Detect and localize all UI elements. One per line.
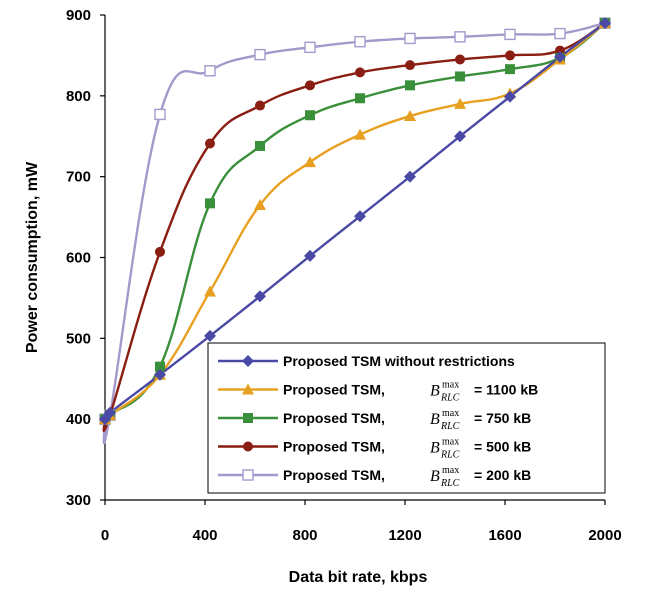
data-point-s4	[355, 67, 365, 78]
y-tick-label: 600	[66, 250, 91, 267]
data-point-s1	[599, 17, 611, 30]
data-point-s2	[454, 97, 466, 109]
data-point-s3	[255, 140, 265, 151]
data-point-s2	[404, 110, 416, 122]
data-point-s1	[154, 368, 166, 381]
legend-value: = 500 kB	[474, 439, 531, 455]
x-tick-label: 400	[192, 527, 217, 544]
data-point-s4	[405, 60, 415, 71]
x-tick-label: 800	[292, 527, 317, 544]
data-point-s5	[254, 48, 266, 61]
data-point-s4	[305, 80, 315, 91]
data-point-s5	[154, 108, 166, 121]
legend-math-superscript: max	[442, 380, 459, 391]
y-tick-label: 800	[66, 88, 91, 105]
data-point-s4	[255, 100, 265, 111]
data-point-s1	[354, 210, 366, 223]
data-point-s1	[104, 406, 116, 419]
legend-math-subscript: RLC	[440, 421, 460, 432]
x-tick-label: 0	[101, 527, 109, 544]
y-tick-label: 700	[66, 169, 91, 186]
legend-swatch-marker	[242, 355, 254, 367]
legend-label: Proposed TSM,	[283, 382, 385, 398]
data-point-s5	[304, 41, 316, 54]
legend-swatch-marker	[242, 383, 254, 395]
y-tick-label: 900	[66, 7, 91, 24]
data-point-s4	[505, 50, 515, 61]
data-point-s1	[404, 170, 416, 183]
y-tick-label: 400	[66, 411, 91, 428]
data-point-s5	[454, 31, 466, 43]
data-point-s2	[204, 285, 216, 297]
legend-math-subscript: RLC	[440, 478, 460, 489]
legend: Proposed TSM without restrictions Propose…	[207, 342, 606, 494]
legend-swatch-marker	[243, 441, 253, 452]
x-tick-label: 2000	[588, 527, 621, 544]
series-markers	[99, 17, 611, 426]
data-point-s5	[354, 35, 366, 48]
data-point-s3	[505, 64, 515, 75]
data-point-s3	[305, 110, 315, 121]
data-point-s2	[254, 198, 266, 210]
data-point-s1	[454, 130, 466, 143]
data-point-s1	[554, 51, 566, 64]
legend-value: = 1100 kB	[474, 382, 538, 398]
x-tick-label: 1600	[488, 527, 521, 544]
data-point-s1	[504, 90, 516, 103]
legend-label: Proposed TSM,	[283, 467, 385, 483]
legend-math-subscript: RLC	[440, 450, 460, 461]
y-axis-title: Power consumption, mW	[24, 161, 41, 353]
data-point-s2	[354, 128, 366, 140]
legend-label: Proposed TSM,	[283, 439, 385, 455]
legend-label: Proposed TSM,	[283, 410, 385, 426]
legend-value: = 200 kB	[474, 467, 531, 483]
legend-math-symbol: B	[430, 383, 440, 400]
data-point-s5	[504, 28, 516, 41]
legend-math-symbol: B	[430, 440, 440, 457]
data-point-s2	[304, 156, 316, 168]
data-point-s5	[204, 65, 216, 77]
legend-math-superscript: max	[442, 437, 459, 448]
data-point-s4	[155, 246, 165, 257]
legend-label: Proposed TSM without restrictions	[283, 353, 515, 369]
data-point-s5	[404, 32, 416, 45]
legend-math-symbol: B	[430, 468, 440, 485]
legend-math-superscript: max	[442, 465, 459, 476]
x-axis-title: Data bit rate, kbps	[289, 569, 428, 586]
y-tick-label: 300	[66, 492, 91, 509]
legend-swatch-marker	[243, 413, 253, 423]
data-point-s1	[304, 249, 316, 262]
data-point-s3	[155, 361, 165, 372]
legend-math-symbol: B	[430, 411, 440, 428]
legend-swatch-marker	[242, 469, 254, 481]
data-point-s3	[405, 80, 415, 91]
legend-value: = 750 kB	[474, 410, 531, 426]
legend-math-superscript: max	[442, 408, 459, 419]
data-point-s3	[205, 198, 215, 209]
data-point-s1	[254, 290, 266, 303]
legend-math-subscript: RLC	[440, 393, 460, 404]
axes: 300 400 500 600 700 800 900 0 400 800 1200 1600 2000	[66, 7, 622, 544]
y-tick-label: 500	[66, 330, 91, 347]
data-point-s5	[554, 27, 566, 40]
x-tick-label: 1200	[388, 527, 421, 544]
data-point-s1	[204, 329, 216, 342]
data-point-s3	[355, 93, 365, 104]
data-point-s4	[205, 138, 215, 149]
data-point-s3	[455, 71, 465, 82]
data-point-s4	[455, 54, 465, 65]
